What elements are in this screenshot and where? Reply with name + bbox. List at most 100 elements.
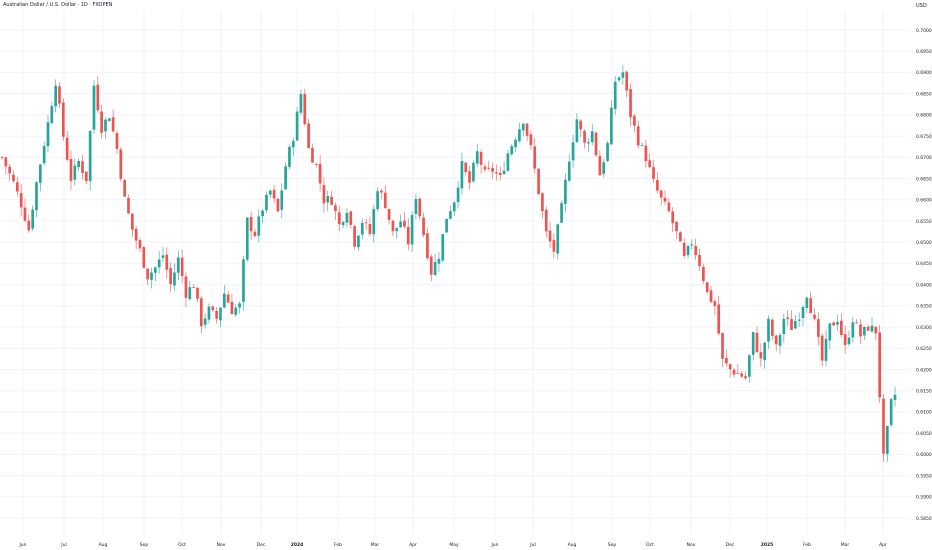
candles (0, 64, 897, 463)
candle-body (35, 182, 38, 211)
candle (322, 177, 326, 213)
candle-body (410, 214, 414, 245)
candle (65, 130, 69, 162)
candle-body (215, 310, 218, 319)
candle (100, 104, 103, 140)
candle-body (786, 317, 790, 320)
candle (395, 227, 399, 239)
candle-body (176, 257, 180, 273)
candle (307, 118, 310, 149)
candle (537, 168, 540, 196)
candle (832, 321, 836, 326)
candle-body (249, 216, 253, 232)
candle (238, 301, 241, 314)
candle (652, 159, 655, 183)
candle (130, 213, 134, 237)
candle-body (874, 326, 878, 334)
candle-body (199, 298, 203, 327)
candle-body (100, 111, 103, 133)
candle-body (222, 293, 226, 308)
candle (38, 163, 42, 192)
candle-body (755, 332, 759, 353)
candle-body (119, 149, 123, 179)
candle (571, 134, 575, 168)
candle-body (598, 156, 602, 176)
candle (115, 130, 119, 154)
candle-body (483, 166, 487, 170)
candle-body (15, 182, 19, 192)
candle-body (682, 242, 686, 257)
candle-body (50, 106, 54, 124)
candle-body (383, 192, 387, 209)
candle (840, 313, 843, 338)
candle-body (433, 261, 437, 275)
candle-body (280, 190, 284, 210)
candle (782, 313, 786, 343)
candle (874, 326, 878, 340)
candle-body (878, 332, 882, 398)
candle-body (303, 93, 307, 124)
candle-body (575, 119, 579, 143)
candle-body (226, 294, 230, 303)
candle-body (253, 231, 257, 237)
candle-body (58, 86, 61, 104)
candle-body (311, 147, 314, 163)
candle-body (644, 145, 648, 162)
candle (349, 210, 353, 229)
candle-body (234, 307, 238, 315)
candle (579, 119, 583, 137)
candle-body (617, 77, 621, 81)
candle (518, 122, 521, 143)
candle-body (621, 72, 625, 78)
candle-body (161, 255, 165, 258)
candle-body (713, 301, 717, 307)
candle (107, 117, 111, 122)
candle (475, 143, 479, 167)
candle (31, 205, 35, 231)
candle (679, 231, 682, 242)
candle (483, 163, 487, 173)
candle (786, 309, 790, 327)
candle (629, 83, 632, 127)
candle-body (667, 202, 671, 212)
candle (694, 238, 698, 260)
x-tick-label: Jul (529, 542, 535, 548)
x-tick-label: Mar (841, 542, 850, 548)
candle-body (698, 254, 701, 267)
candle-body (460, 161, 464, 189)
candle-body (276, 198, 280, 212)
candle-body (537, 168, 540, 194)
currency-label: USD (916, 3, 927, 9)
candle (744, 371, 747, 380)
candle (502, 161, 506, 176)
x-tick-label: 2024 (291, 542, 304, 548)
candle (817, 312, 820, 346)
candle-body (778, 335, 782, 346)
candle (813, 308, 816, 321)
candle (828, 323, 832, 350)
candle-body (487, 167, 491, 169)
candle-body (583, 131, 586, 143)
candle-body (395, 227, 399, 232)
candle-body (740, 373, 744, 377)
candle-body (445, 218, 448, 233)
candle-body (337, 212, 341, 225)
candle-body (92, 85, 96, 130)
candle-body (725, 358, 728, 364)
candle-body (498, 172, 502, 175)
candle (836, 315, 839, 332)
candle-body (456, 187, 460, 203)
candle (686, 244, 690, 259)
candle (449, 205, 452, 220)
candle-body (8, 166, 12, 174)
x-tick-label: 2025 (761, 542, 774, 548)
candle (870, 316, 874, 333)
candle-body (475, 151, 479, 164)
